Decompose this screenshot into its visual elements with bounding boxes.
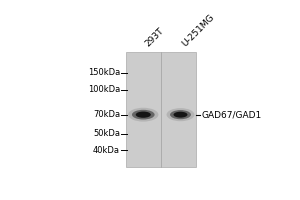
Text: 40kDa: 40kDa <box>93 146 120 155</box>
Ellipse shape <box>170 110 191 119</box>
Text: 70kDa: 70kDa <box>93 110 120 119</box>
Ellipse shape <box>128 108 158 122</box>
Ellipse shape <box>136 112 151 118</box>
Text: 50kDa: 50kDa <box>93 129 120 138</box>
Bar <box>161 52 196 167</box>
Text: 150kDa: 150kDa <box>88 68 120 77</box>
Ellipse shape <box>173 112 188 118</box>
Ellipse shape <box>132 110 154 120</box>
Ellipse shape <box>167 108 194 121</box>
Text: 293T: 293T <box>143 26 166 49</box>
Text: U-251MG: U-251MG <box>181 13 216 49</box>
Bar <box>126 52 161 167</box>
Text: GAD67/GAD1: GAD67/GAD1 <box>201 110 262 119</box>
Text: 100kDa: 100kDa <box>88 85 120 94</box>
